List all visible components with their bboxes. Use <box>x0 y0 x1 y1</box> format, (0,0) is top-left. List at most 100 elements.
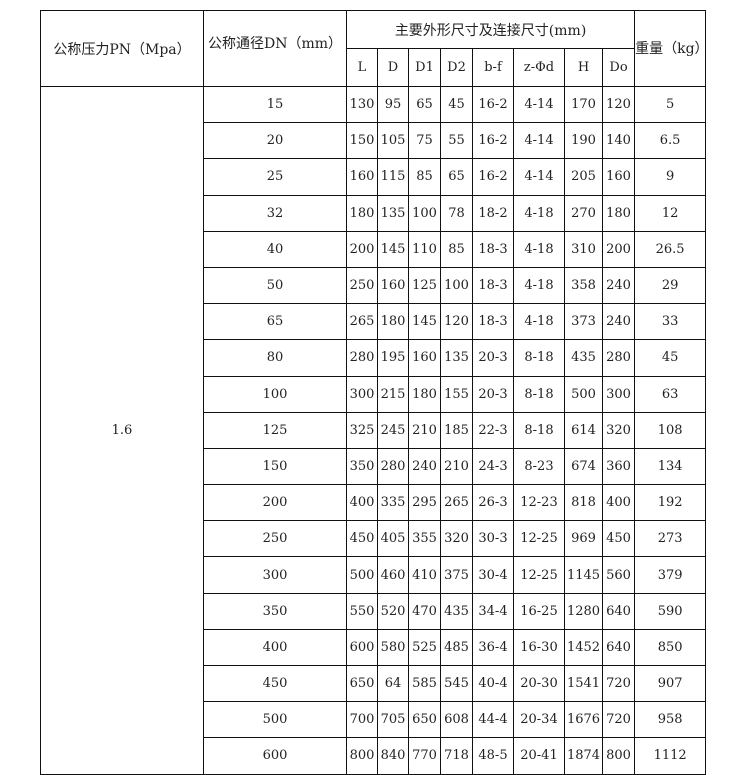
dimension-cell: 1541 <box>564 664 603 703</box>
dimension-cell: 160 <box>408 339 441 377</box>
diameter-cell: 300 <box>203 556 347 594</box>
weight-cell: 958 <box>634 701 707 739</box>
table-row: 25 160 115 85 65 16-2 4-14 205 160 9 <box>41 158 707 196</box>
dimension-cell: 400 <box>601 484 636 522</box>
dimension-cell: 20-30 <box>513 664 565 703</box>
table-row: 500 700 705 650 608 44-4 20-34 1676 720 958 <box>41 701 707 739</box>
dimension-cell: 16-2 <box>472 122 514 160</box>
weight-cell: 379 <box>634 556 707 594</box>
dimension-cell: 190 <box>564 122 603 160</box>
dimension-cell: 135 <box>377 194 409 232</box>
dimension-cell: 145 <box>408 303 441 341</box>
dimension-cell: 185 <box>440 411 473 449</box>
dimension-cell: 240 <box>601 266 636 305</box>
dimension-cell: 460 <box>377 556 409 594</box>
dimension-cell: 718 <box>440 737 473 775</box>
dimension-cell: 125 <box>408 266 441 305</box>
header-pressure: 公称压力PN（Mpa） <box>40 10 204 87</box>
diameter-cell: 150 <box>203 447 347 486</box>
dimension-cell: 350 <box>346 447 378 486</box>
dimension-cell: 4-18 <box>513 194 565 232</box>
table-row: 300 500 460 410 375 30-4 12-25 1145 560 379 <box>41 556 707 594</box>
weight-cell: 192 <box>634 484 707 522</box>
dimension-cell: 160 <box>377 266 409 305</box>
dimension-cell: 215 <box>377 375 409 413</box>
dimension-cell: 4-14 <box>513 158 565 196</box>
dimension-cell: 8-18 <box>513 375 565 413</box>
dimension-cell: 265 <box>440 484 473 522</box>
dimension-cell: 300 <box>346 375 378 413</box>
dimension-cell: 44-4 <box>472 701 514 739</box>
weight-cell: 5 <box>634 85 707 124</box>
dimension-cell: 16-2 <box>472 158 514 196</box>
dimension-cell: 20-3 <box>472 375 514 413</box>
dimension-cell: 450 <box>346 520 378 558</box>
dimension-cell: 150 <box>346 122 378 160</box>
dimension-cell: 614 <box>564 411 603 449</box>
dimension-cell: 4-18 <box>513 266 565 305</box>
dimension-cell: 400 <box>346 484 378 522</box>
weight-cell: 33 <box>634 303 707 341</box>
dimension-cell: 325 <box>346 411 378 449</box>
dimension-cell: 295 <box>408 484 441 522</box>
dimension-cell: 450 <box>601 520 636 558</box>
diameter-cell: 250 <box>203 520 347 558</box>
dimension-cell: 300 <box>601 375 636 413</box>
dimension-cell: 520 <box>377 592 409 630</box>
weight-cell: 134 <box>634 447 707 486</box>
dimension-cell: 75 <box>408 122 441 160</box>
dimension-cell: 355 <box>408 520 441 558</box>
column-header: Do <box>601 48 636 87</box>
header-weight: 重量（kg） <box>634 10 707 87</box>
dimension-cell: 585 <box>408 664 441 703</box>
dimension-cell: 55 <box>440 122 473 160</box>
column-header: H <box>564 48 603 87</box>
dimension-cell: 500 <box>564 375 603 413</box>
dimension-cell: 770 <box>408 737 441 775</box>
dimension-cell: 700 <box>346 701 378 739</box>
dimension-cell: 24-3 <box>472 447 514 486</box>
dimension-cell: 110 <box>408 230 441 268</box>
dimension-cell: 4-14 <box>513 122 565 160</box>
dimension-cell: 969 <box>564 520 603 558</box>
dimension-cell: 8-23 <box>513 447 565 486</box>
dimension-cell: 560 <box>601 556 636 594</box>
table-row: 32 180 135 100 78 18-2 4-18 270 180 12 <box>41 194 707 232</box>
column-header: L <box>346 48 378 87</box>
dimension-cell: 840 <box>377 737 409 775</box>
weight-cell: 26.5 <box>634 230 707 268</box>
diameter-cell: 20 <box>203 122 347 160</box>
dimension-cell: 375 <box>440 556 473 594</box>
dimension-cell: 20-34 <box>513 701 565 739</box>
table-row: 200 400 335 295 265 26-3 12-23 818 400 192 <box>41 484 707 522</box>
dimension-cell: 12-23 <box>513 484 565 522</box>
dimension-cell: 85 <box>440 230 473 268</box>
dimension-cell: 180 <box>601 194 636 232</box>
dimension-cell: 64 <box>377 664 409 703</box>
table-row: 80 280 195 160 135 20-3 8-18 435 280 45 <box>41 339 707 377</box>
header-dimensions: 主要外形尺寸及连接尺寸(mm) <box>345 10 636 49</box>
dimension-cell: 310 <box>564 230 603 268</box>
dimension-cell: 170 <box>564 85 603 124</box>
table-row: 1.6 15 130 95 65 45 16-2 4-14 170 120 5 <box>40 85 707 775</box>
dimension-cell: 550 <box>346 592 378 630</box>
weight-cell: 63 <box>634 375 707 413</box>
weight-cell: 29 <box>634 266 707 305</box>
dimension-cell: 280 <box>377 447 409 486</box>
dimension-cell: 100 <box>408 194 441 232</box>
diameter-cell: 500 <box>203 701 347 739</box>
dimension-cell: 16-25 <box>513 592 565 630</box>
diameter-cell: 15 <box>203 85 347 124</box>
dimension-cell: 500 <box>346 556 378 594</box>
weight-cell: 1112 <box>634 737 707 775</box>
dimension-cell: 360 <box>601 447 636 486</box>
dimension-cell: 4-14 <box>513 85 565 124</box>
table-row: 350 550 520 470 435 34-4 16-25 1280 640 590 <box>41 592 707 630</box>
dimension-cell: 410 <box>408 556 441 594</box>
dimension-cell: 1452 <box>564 628 603 667</box>
weight-cell: 6.5 <box>634 122 707 160</box>
dimension-cell: 818 <box>564 484 603 522</box>
dimension-cell: 358 <box>564 266 603 305</box>
dimension-cell: 16-2 <box>472 85 514 124</box>
dimension-cell: 12-25 <box>513 556 565 594</box>
